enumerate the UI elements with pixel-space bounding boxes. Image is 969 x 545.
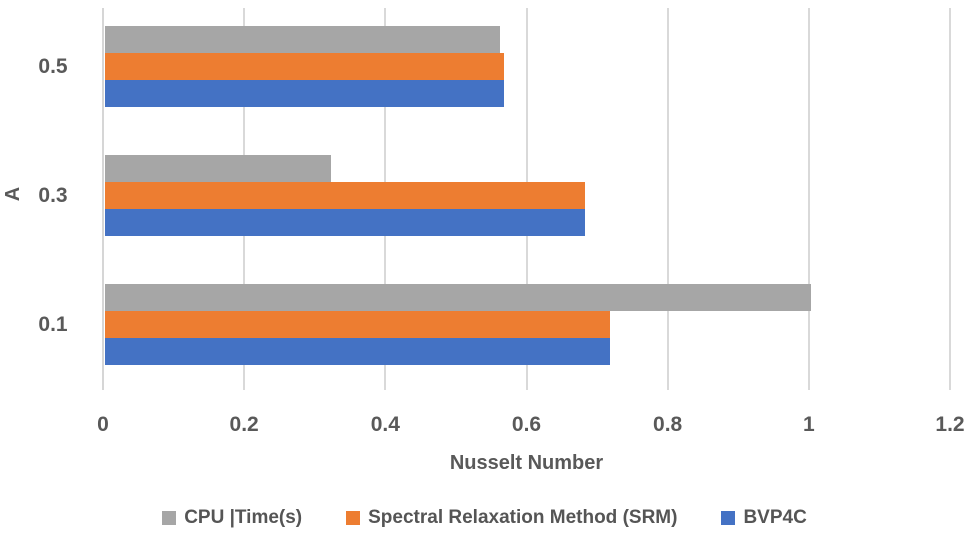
bar-bvp4c-a0.1 [105, 338, 610, 365]
x-tick-label: 1.2 [935, 413, 965, 436]
bar-cpu-time-s-a0.5 [105, 26, 501, 53]
legend-label: Spectral Relaxation Method (SRM) [368, 507, 678, 528]
bar-spectral-relaxation-method-srm-a0.3 [105, 182, 585, 209]
y-category-label: 0.3 [38, 183, 68, 207]
x-tick-label: 0 [97, 413, 109, 436]
legend-swatch-icon [346, 511, 361, 525]
bar-cpu-time-s-a0.3 [105, 155, 331, 182]
legend-label: CPU |Time(s) [184, 507, 303, 528]
y-category-label: 0.1 [38, 312, 68, 336]
legend-label: BVP4C [743, 507, 807, 528]
bar-spectral-relaxation-method-srm-a0.5 [105, 53, 504, 80]
legend-swatch-icon [721, 511, 736, 525]
y-axis-line [102, 8, 104, 390]
legend-swatch-icon [162, 511, 177, 525]
bar-bvp4c-a0.5 [105, 80, 504, 107]
bar-cpu-time-s-a0.1 [105, 284, 811, 311]
gridline [807, 8, 810, 390]
plot-area [102, 8, 951, 390]
x-tick-label: 0.8 [653, 413, 683, 436]
gridline [949, 8, 951, 390]
legend-item: CPU |Time(s) [162, 507, 302, 529]
x-tick-label: 0.4 [370, 413, 400, 436]
legend-item: Spectral Relaxation Method (SRM) [346, 507, 677, 529]
x-tick-label: 1 [802, 413, 815, 436]
x-tick-label: 0.2 [229, 413, 259, 436]
legend: CPU |Time(s) Spectral Relaxation Method (… [0, 507, 969, 529]
x-axis-title: Nusselt Number [449, 452, 604, 474]
gridline [666, 8, 669, 390]
x-tick-label: 0.6 [511, 413, 542, 436]
bar-bvp4c-a0.3 [105, 209, 585, 236]
legend-item: BVP4C [721, 507, 807, 529]
bar-spectral-relaxation-method-srm-a0.1 [105, 311, 610, 338]
y-category-label: 0.5 [38, 54, 68, 78]
